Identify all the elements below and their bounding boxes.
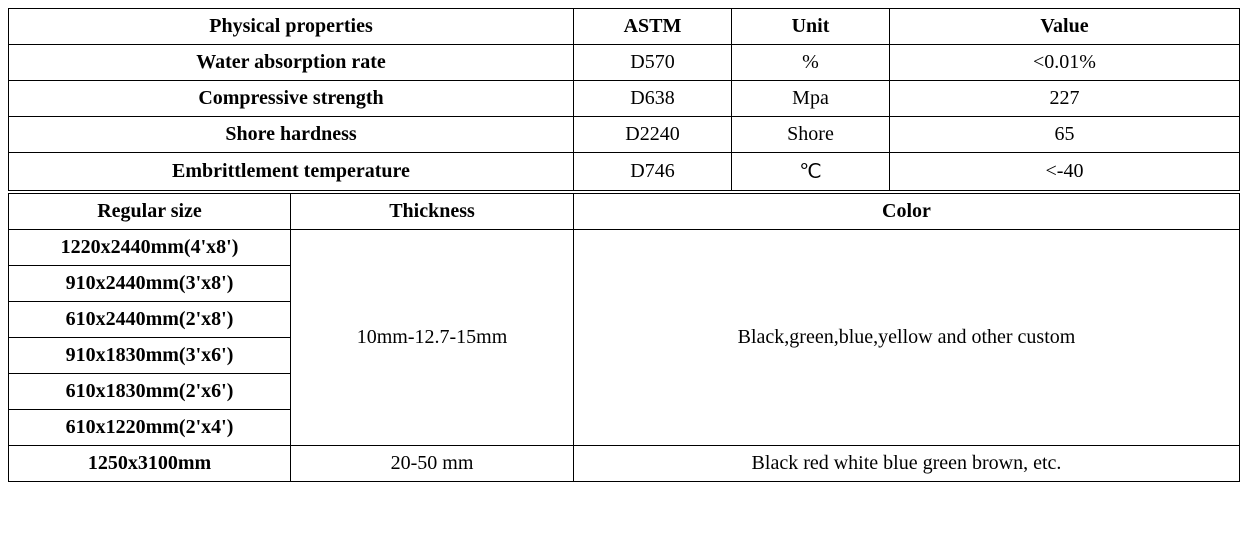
property-value: 65 xyxy=(890,117,1240,153)
size-cell: 610x2440mm(2'x8') xyxy=(9,302,291,338)
thickness-cell: 10mm-12.7-15mm xyxy=(291,230,574,446)
thickness-cell: 20-50 mm xyxy=(291,446,574,482)
size-cell: 610x1830mm(2'x6') xyxy=(9,374,291,410)
col-header-regular-size: Regular size xyxy=(9,194,291,230)
property-astm: D570 xyxy=(574,45,732,81)
size-cell: 610x1220mm(2'x4') xyxy=(9,410,291,446)
col-header-astm: ASTM xyxy=(574,9,732,45)
property-astm: D638 xyxy=(574,81,732,117)
table-header-row: Physical properties ASTM Unit Value xyxy=(9,9,1240,45)
col-header-color: Color xyxy=(574,194,1240,230)
property-unit: Mpa xyxy=(732,81,890,117)
table-row: Embrittlement temperature D746 ℃ <-40 xyxy=(9,153,1240,191)
table-row: Compressive strength D638 Mpa 227 xyxy=(9,81,1240,117)
property-value: <-40 xyxy=(890,153,1240,191)
table-header-row: Regular size Thickness Color xyxy=(9,194,1240,230)
property-astm: D2240 xyxy=(574,117,732,153)
table-row: Water absorption rate D570 % <0.01% xyxy=(9,45,1240,81)
property-name: Shore hardness xyxy=(9,117,574,153)
table-row: 1250x3100mm 20-50 mm Black red white blu… xyxy=(9,446,1240,482)
col-header-physical-properties: Physical properties xyxy=(9,9,574,45)
col-header-unit: Unit xyxy=(732,9,890,45)
property-unit: ℃ xyxy=(732,153,890,191)
physical-properties-table: Physical properties ASTM Unit Value Wate… xyxy=(8,8,1240,191)
col-header-thickness: Thickness xyxy=(291,194,574,230)
property-unit: % xyxy=(732,45,890,81)
size-thickness-color-table: Regular size Thickness Color 1220x2440mm… xyxy=(8,193,1240,482)
size-cell: 1220x2440mm(4'x8') xyxy=(9,230,291,266)
col-header-value: Value xyxy=(890,9,1240,45)
size-cell: 910x2440mm(3'x8') xyxy=(9,266,291,302)
property-name: Compressive strength xyxy=(9,81,574,117)
color-cell: Black red white blue green brown, etc. xyxy=(574,446,1240,482)
color-cell: Black,green,blue,yellow and other custom xyxy=(574,230,1240,446)
property-name: Embrittlement temperature xyxy=(9,153,574,191)
property-name: Water absorption rate xyxy=(9,45,574,81)
table-row: 1220x2440mm(4'x8') 10mm-12.7-15mm Black,… xyxy=(9,230,1240,266)
property-unit: Shore xyxy=(732,117,890,153)
size-cell: 1250x3100mm xyxy=(9,446,291,482)
size-cell: 910x1830mm(3'x6') xyxy=(9,338,291,374)
table-row: Shore hardness D2240 Shore 65 xyxy=(9,117,1240,153)
property-value: 227 xyxy=(890,81,1240,117)
property-astm: D746 xyxy=(574,153,732,191)
property-value: <0.01% xyxy=(890,45,1240,81)
